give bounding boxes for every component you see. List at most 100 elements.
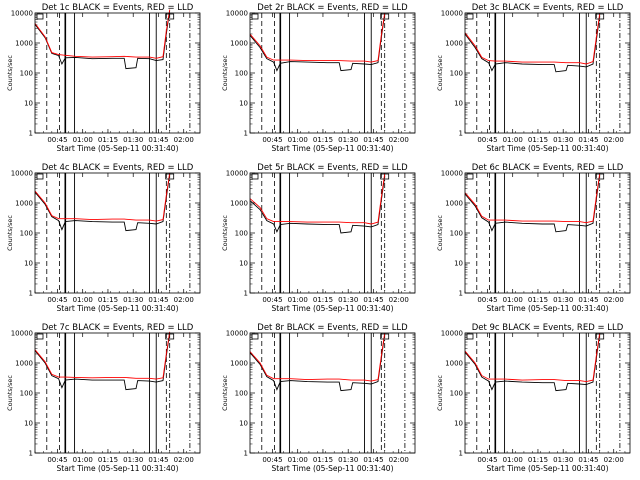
x-tick-label: 01:45 <box>148 456 168 464</box>
corner-box-marker <box>165 333 175 340</box>
x-tick-label: 00:45 <box>262 456 282 464</box>
y-tick-label: 100 <box>450 390 463 398</box>
x-tick-label: 01:15 <box>98 136 118 144</box>
y-tick-label: 1 <box>244 130 248 138</box>
x-tick-label: 00:45 <box>477 136 497 144</box>
x-tick-label: 01:15 <box>98 456 118 464</box>
x-tick-label: 01:00 <box>73 136 93 144</box>
panel-title: Det 9c BLACK = Events, RED = LLD <box>472 323 624 333</box>
corner-box-marker <box>466 173 474 180</box>
x-tick-label: 01:45 <box>578 296 598 304</box>
panel-det-8: Det 8r BLACK = Events, RED = LLD 1 10 100 10… <box>221 323 416 473</box>
corner-box-marker <box>595 173 605 180</box>
y-axis-label: Counts/sec <box>221 215 229 251</box>
y-tick-label: 100 <box>20 70 33 78</box>
y-axis-label: Counts/sec <box>436 55 444 91</box>
y-tick-label: 1000 <box>445 40 463 48</box>
lld-series-line <box>249 173 386 225</box>
y-tick-label: 100 <box>235 230 248 238</box>
events-series-line <box>34 332 171 391</box>
corner-box-marker <box>466 333 474 340</box>
y-axis-label: Counts/sec <box>6 375 14 411</box>
x-tick-label: 01:30 <box>123 296 143 304</box>
y-tick-label: 10 <box>454 420 463 428</box>
lld-series-line <box>249 12 386 63</box>
x-axis-label: Start Time (05-Sep-11 00:31:40) <box>57 304 179 313</box>
x-tick-label: 01:30 <box>123 136 143 144</box>
x-tick-label: 01:30 <box>553 456 573 464</box>
y-tick-label: 1 <box>29 130 33 138</box>
lld-series-line <box>464 173 601 224</box>
y-tick-label: 1000 <box>230 40 248 48</box>
corner-box-marker <box>380 333 390 340</box>
corner-box-marker <box>466 13 474 20</box>
corner-box-marker <box>36 333 44 340</box>
y-tick-label: 10000 <box>226 330 248 338</box>
panel-det-1: Det 1c BLACK = Events, RED = LLD 1 10 100 10… <box>6 3 201 153</box>
x-tick-label: 01:30 <box>123 456 143 464</box>
x-axis-label: Start Time (05-Sep-11 00:31:40) <box>487 464 609 473</box>
panel-det-7: Det 7c BLACK = Events, RED = LLD 1 10 100 10… <box>6 323 201 473</box>
x-tick-label: 01:45 <box>148 296 168 304</box>
y-tick-label: 1 <box>459 290 463 298</box>
x-axis-label: Start Time (05-Sep-11 00:31:40) <box>487 144 609 153</box>
y-tick-label: 1000 <box>15 360 33 368</box>
panel-title: Det 3c BLACK = Events, RED = LLD <box>472 3 624 13</box>
x-tick-label: 01:00 <box>73 296 93 304</box>
corner-box-marker <box>251 173 259 180</box>
y-tick-label: 1 <box>459 450 463 458</box>
y-tick-label: 10 <box>24 100 33 108</box>
events-series-line <box>464 334 601 392</box>
y-axis-label: Counts/sec <box>6 215 14 251</box>
y-axis-label: Counts/sec <box>6 55 14 91</box>
x-tick-label: 00:45 <box>47 136 67 144</box>
panel-det-5: Det 5r BLACK = Events, RED = LLD 1 10 100 10… <box>221 163 416 313</box>
y-tick-label: 1000 <box>230 200 248 208</box>
y-tick-label: 10000 <box>441 10 463 18</box>
x-tick-label: 02:00 <box>174 136 194 144</box>
x-tick-label: 01:30 <box>553 296 573 304</box>
x-tick-label: 02:00 <box>389 136 409 144</box>
x-tick-label: 01:45 <box>578 136 598 144</box>
x-tick-label: 01:45 <box>578 456 598 464</box>
x-tick-label: 02:00 <box>604 296 624 304</box>
x-tick-label: 00:45 <box>47 296 67 304</box>
x-tick-label: 01:15 <box>528 456 548 464</box>
panel-title: Det 8r BLACK = Events, RED = LLD <box>257 323 408 333</box>
events-series-line <box>34 174 171 232</box>
corner-box-marker <box>36 13 44 20</box>
y-tick-label: 1000 <box>15 200 33 208</box>
corner-box-marker <box>595 13 605 20</box>
y-tick-label: 1 <box>244 290 248 298</box>
y-tick-label: 1 <box>244 450 248 458</box>
y-tick-label: 10000 <box>11 170 33 178</box>
y-tick-label: 100 <box>20 230 33 238</box>
x-tick-label: 01:30 <box>338 456 358 464</box>
y-tick-label: 100 <box>450 70 463 78</box>
x-tick-label: 01:00 <box>288 296 308 304</box>
corner-box-marker <box>165 13 175 20</box>
panel-det-6: Det 6c BLACK = Events, RED = LLD 1 10 100 10… <box>436 163 631 313</box>
events-series-line <box>464 175 601 233</box>
panel-title: Det 5r BLACK = Events, RED = LLD <box>257 163 408 173</box>
y-tick-label: 10 <box>239 420 248 428</box>
lld-series-line <box>34 172 171 222</box>
panel-det-9: Det 9c BLACK = Events, RED = LLD 1 10 100 10… <box>436 323 631 473</box>
y-tick-label: 1000 <box>15 40 33 48</box>
x-tick-label: 01:45 <box>363 136 383 144</box>
y-tick-label: 10000 <box>226 170 248 178</box>
y-axis-label: Counts/sec <box>436 215 444 251</box>
x-axis-label: Start Time (05-Sep-11 00:31:40) <box>487 304 609 313</box>
y-tick-label: 1000 <box>445 360 463 368</box>
y-tick-label: 100 <box>450 230 463 238</box>
y-tick-label: 10 <box>239 260 248 268</box>
events-series-line <box>34 10 171 70</box>
x-tick-label: 01:15 <box>98 296 118 304</box>
events-series-line <box>249 334 386 392</box>
x-tick-label: 02:00 <box>604 136 624 144</box>
corner-box-marker <box>251 13 259 20</box>
x-tick-label: 01:15 <box>528 296 548 304</box>
y-tick-label: 1000 <box>445 200 463 208</box>
x-axis-label: Start Time (05-Sep-11 00:31:40) <box>272 144 394 153</box>
